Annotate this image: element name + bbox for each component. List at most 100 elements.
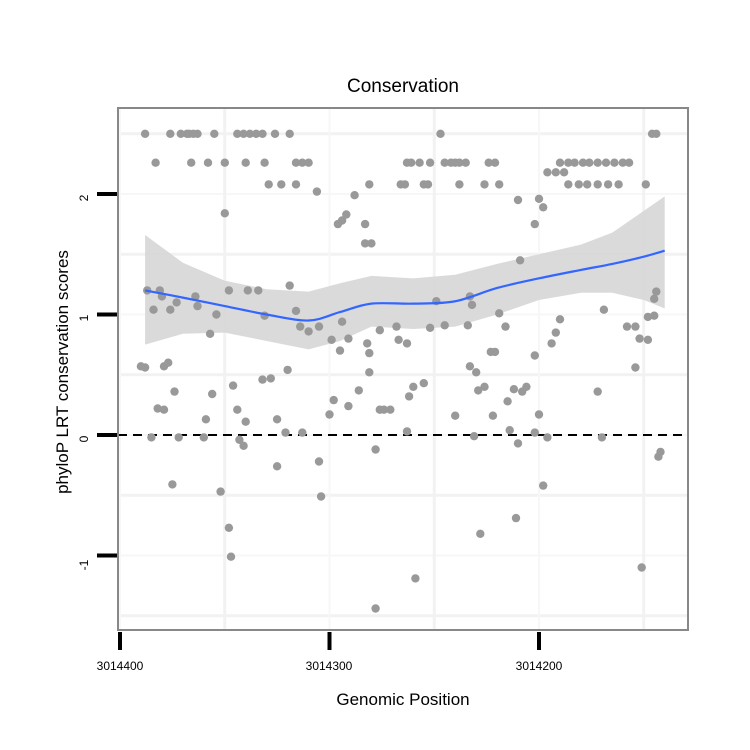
data-point — [298, 428, 307, 437]
data-point — [344, 401, 353, 411]
data-point — [495, 180, 504, 189]
data-point — [371, 445, 380, 454]
data-point — [593, 387, 602, 396]
data-point — [463, 321, 472, 330]
data-point — [490, 347, 500, 357]
data-point — [480, 382, 489, 391]
data-point — [201, 415, 211, 424]
data-point — [260, 158, 269, 167]
data-point — [650, 311, 659, 320]
data-point — [291, 180, 301, 189]
data-point — [641, 180, 650, 189]
data-point — [469, 432, 479, 441]
data-point — [423, 180, 433, 189]
data-point — [411, 574, 420, 583]
data-point — [543, 168, 552, 177]
data-point — [291, 306, 301, 316]
data-point — [530, 351, 539, 360]
confidence-band — [145, 196, 665, 350]
data-point — [530, 219, 539, 229]
data-point — [147, 433, 156, 442]
data-point — [285, 281, 294, 290]
data-point — [140, 363, 150, 372]
y-tick-label: 0 — [77, 435, 91, 442]
data-point — [402, 339, 412, 348]
confidence-band-area — [145, 196, 665, 350]
data-point — [226, 552, 236, 561]
data-point — [224, 286, 234, 295]
data-point — [252, 129, 261, 138]
data-point — [254, 286, 263, 295]
data-point — [193, 129, 202, 138]
data-point — [656, 447, 665, 457]
data-point — [164, 358, 173, 367]
data-point — [327, 335, 336, 344]
data-point — [578, 158, 588, 167]
data-point — [212, 310, 221, 319]
data-point — [296, 322, 305, 331]
data-point — [551, 328, 560, 337]
data-point — [476, 529, 485, 538]
data-point — [283, 365, 292, 375]
smooth-fit-line — [144, 249, 666, 322]
data-point — [555, 158, 565, 167]
data-point — [622, 322, 632, 331]
data-point — [618, 158, 627, 167]
data-point — [474, 386, 483, 395]
data-point — [316, 492, 326, 501]
data-point — [176, 129, 185, 138]
data-point — [298, 158, 307, 167]
data-point — [637, 563, 646, 572]
data-point — [643, 312, 653, 322]
axis-ticks — [97, 192, 541, 650]
data-point — [266, 374, 275, 383]
data-point — [220, 209, 229, 218]
data-point — [140, 129, 150, 138]
data-point — [367, 239, 376, 248]
data-point — [495, 309, 504, 318]
y-tick-label: 2 — [77, 194, 91, 201]
data-point — [272, 462, 282, 471]
data-point — [559, 168, 569, 177]
data-point — [480, 180, 489, 189]
data-point — [379, 405, 389, 414]
data-point — [258, 129, 267, 138]
data-point — [425, 158, 435, 167]
data-point — [149, 305, 158, 314]
data-point — [314, 457, 324, 466]
data-point — [503, 397, 512, 406]
data-point — [425, 323, 435, 332]
data-point — [151, 158, 160, 167]
data-point — [233, 129, 242, 138]
data-point — [270, 129, 280, 138]
data-point — [193, 301, 202, 311]
y-tick-label: -1 — [77, 559, 91, 570]
data-point — [360, 219, 370, 229]
data-point — [342, 210, 351, 219]
data-point — [166, 129, 175, 138]
data-point — [585, 158, 594, 167]
data-point — [264, 180, 273, 189]
data-point — [235, 435, 244, 444]
x-tick-label: 3014400 — [97, 659, 144, 673]
data-point — [174, 433, 183, 442]
data-point — [530, 428, 539, 437]
data-point — [337, 317, 347, 326]
data-point — [243, 286, 252, 295]
data-point — [522, 382, 531, 391]
data-point — [285, 129, 294, 138]
data-point — [539, 481, 548, 490]
data-point — [291, 158, 301, 167]
data-point — [187, 158, 196, 167]
data-point — [239, 129, 248, 138]
data-point — [543, 433, 552, 442]
data-point — [233, 405, 242, 414]
data-point — [241, 158, 250, 167]
data-point — [509, 385, 519, 394]
data-point — [484, 158, 493, 167]
data-point — [205, 329, 215, 338]
data-point — [168, 480, 177, 489]
data-point — [272, 415, 282, 424]
data-point — [631, 322, 640, 331]
